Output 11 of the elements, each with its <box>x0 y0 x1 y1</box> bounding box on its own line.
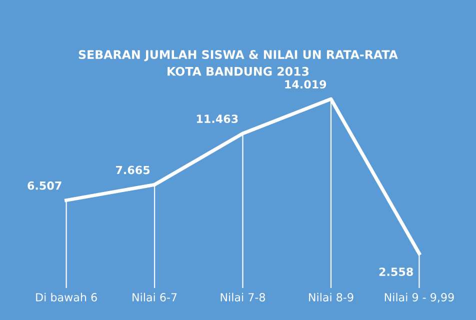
x-tick-label: Nilai 9 - 9,99 <box>384 292 454 303</box>
data-label: 14.019 <box>285 80 326 89</box>
data-label: 6.507 <box>28 181 62 190</box>
chart-title: SEBARAN JUMLAH SISWA & NILAI UN RATA-RATA KOTA BANDUNG 2013 <box>78 50 398 76</box>
x-tick-label: Nilai 7-8 <box>220 292 266 302</box>
data-label: 11.463 <box>196 114 238 124</box>
data-label: 7.665 <box>116 166 150 174</box>
data-label: 2.558 <box>379 268 413 276</box>
x-tick-label: Nilai 8-9 <box>309 292 354 302</box>
x-tick-label: Nilai 6-7 <box>132 292 177 302</box>
x-tick-label: Di bawah 6 <box>36 292 97 302</box>
